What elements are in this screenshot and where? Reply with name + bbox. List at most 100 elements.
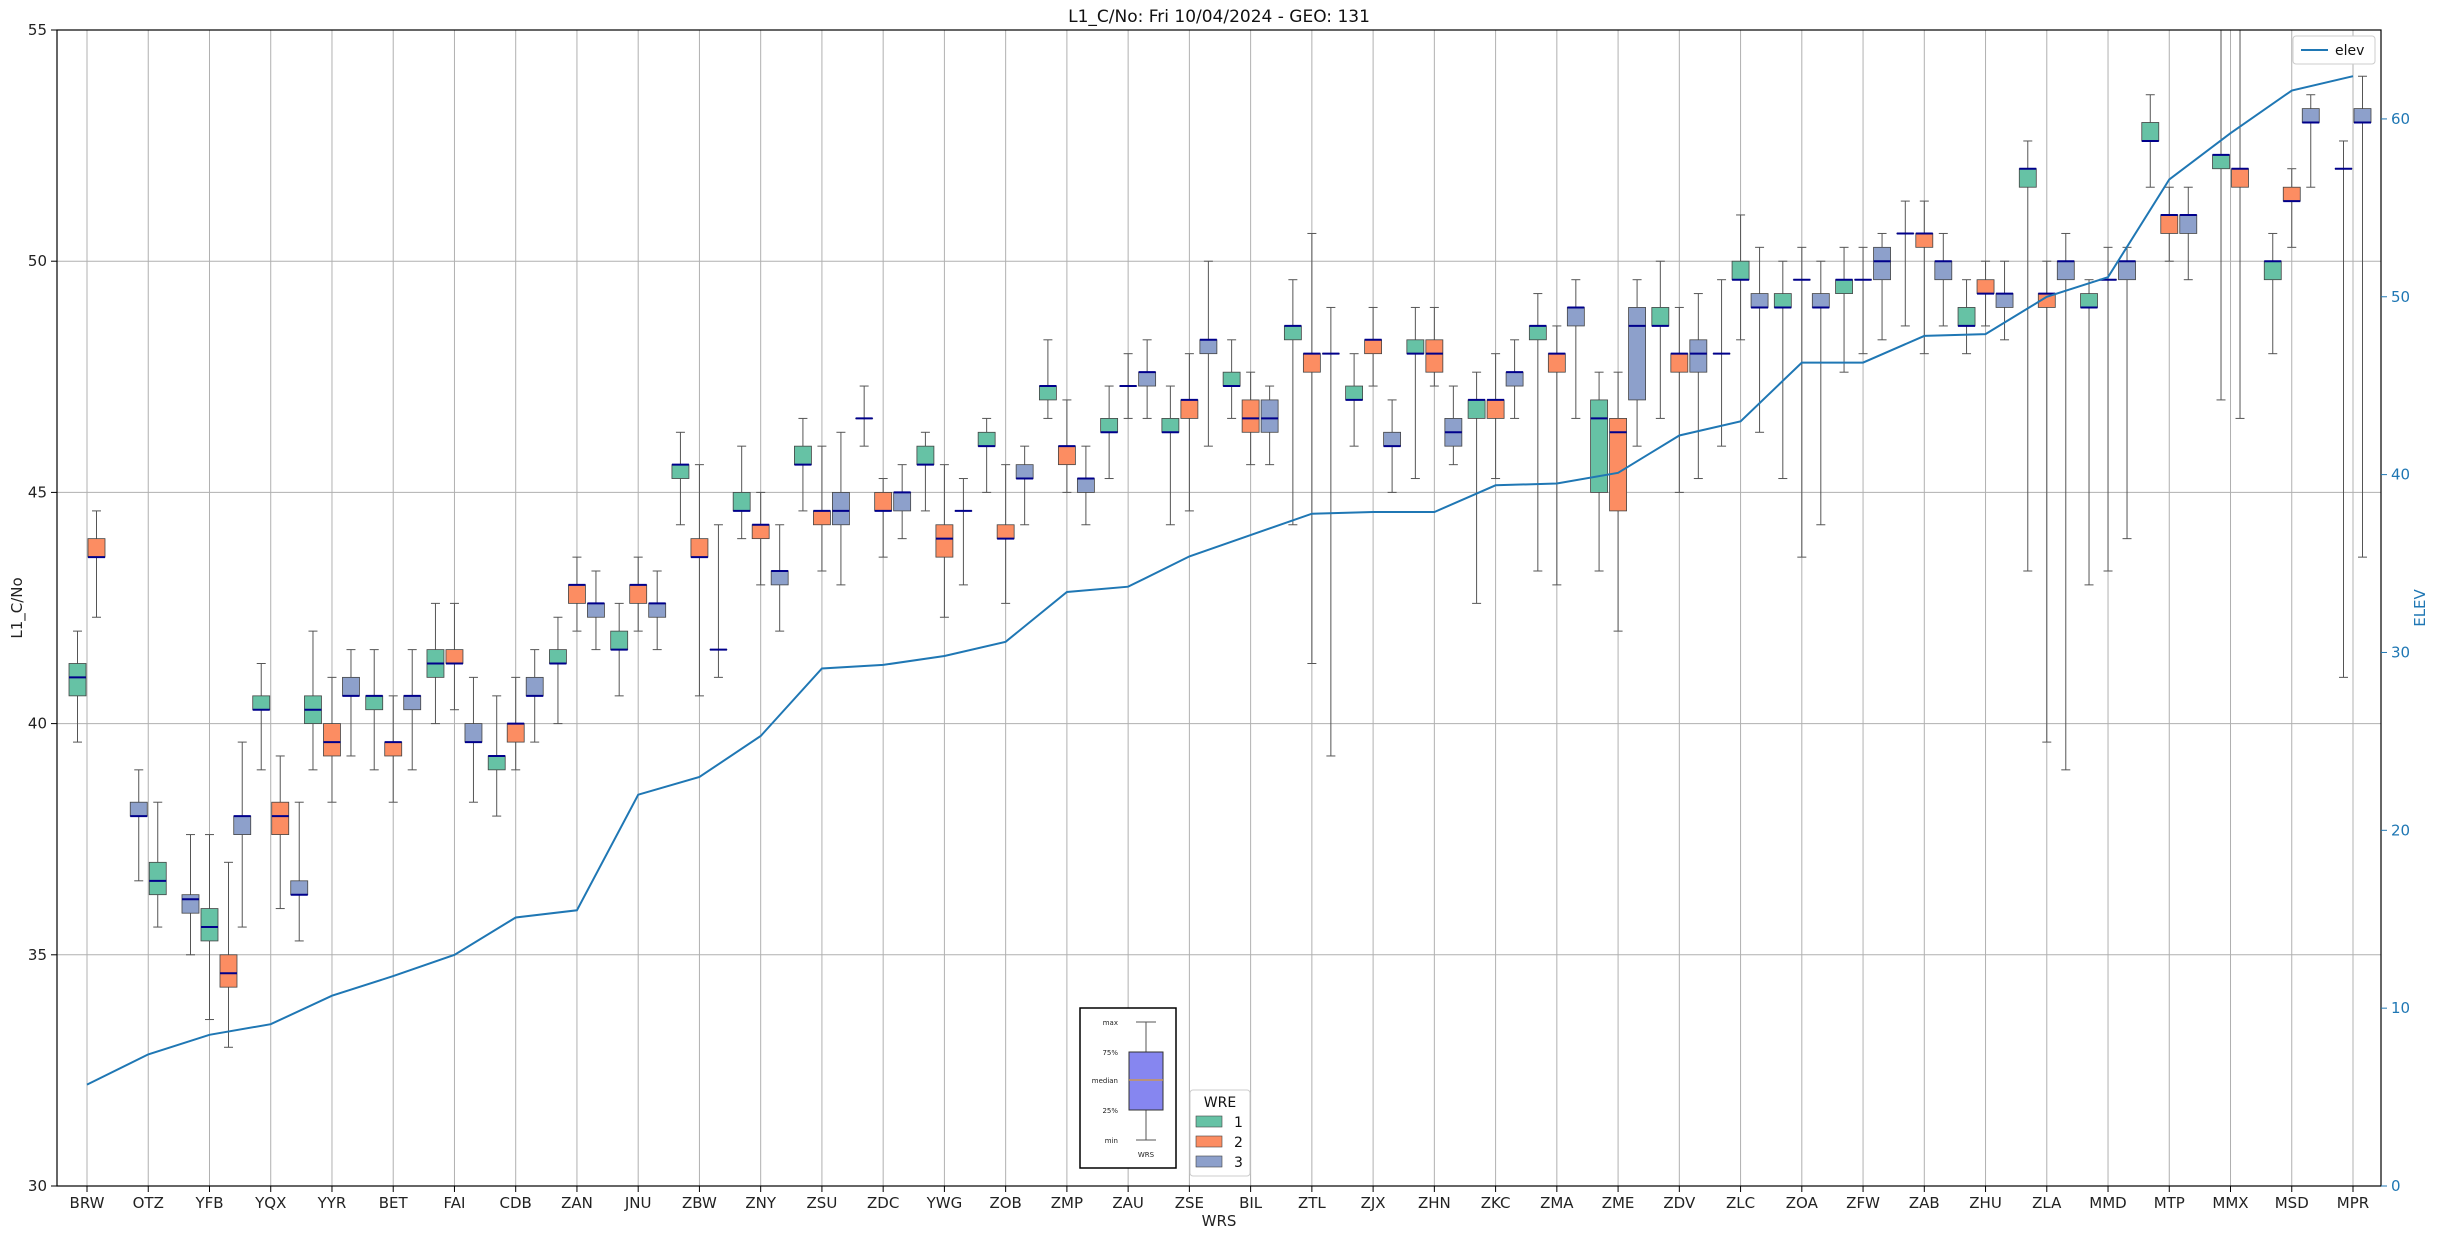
box-rect xyxy=(894,492,911,510)
box-rect xyxy=(794,446,811,464)
box-rect xyxy=(69,663,86,695)
box-rect xyxy=(1690,340,1707,372)
x-tick-label: ZOB xyxy=(989,1194,1021,1212)
x-tick-label: ZHU xyxy=(1969,1194,2002,1212)
x-tick-label: ZBW xyxy=(682,1194,717,1212)
box-rect xyxy=(2283,187,2300,201)
box-rect xyxy=(587,603,604,617)
box-rect xyxy=(465,724,482,742)
box-rect xyxy=(291,881,308,895)
x-axis-title: WRS xyxy=(1202,1212,1237,1230)
wre-legend-label-2: 2 xyxy=(1234,1135,1243,1151)
wre-legend-label-3: 3 xyxy=(1234,1155,1243,1171)
x-tick-label: ZNY xyxy=(745,1194,776,1212)
box-rect xyxy=(182,895,199,913)
box-rect xyxy=(1039,386,1056,400)
box-rect xyxy=(323,724,340,756)
x-tick-label: ZLA xyxy=(2032,1194,2062,1212)
box-rect xyxy=(149,862,166,894)
grid-layer xyxy=(57,30,2381,1186)
box-rect xyxy=(507,724,524,742)
box-rect xyxy=(630,585,647,603)
box-rect xyxy=(1529,326,1546,340)
x-tick-label: ZME xyxy=(1602,1194,1635,1212)
x-tick-label: YWG xyxy=(926,1194,963,1212)
box-rect xyxy=(385,742,402,756)
y-tick-label: 45 xyxy=(28,483,47,501)
box-rect xyxy=(691,539,708,557)
y-tick-label: 40 xyxy=(28,715,47,733)
chart-title: L1_C/No: Fri 10/04/2024 - GEO: 131 xyxy=(1068,7,1370,27)
box-rect xyxy=(342,677,359,695)
x-tick-label: ZTL xyxy=(1298,1194,1326,1212)
box-rect xyxy=(1200,340,1217,354)
x-tick-label: ZFW xyxy=(1846,1194,1880,1212)
box-rect xyxy=(1181,400,1198,418)
box-rect xyxy=(978,432,995,446)
box-rect xyxy=(1384,432,1401,446)
box-legend-x-label: WRS xyxy=(1138,1151,1155,1159)
box-rect xyxy=(568,585,585,603)
box-rect xyxy=(2264,261,2281,279)
x-tick-label: ZJX xyxy=(1361,1194,1386,1212)
x-tick-label: ZSU xyxy=(807,1194,838,1212)
box-rect xyxy=(1751,294,1768,308)
box-rect xyxy=(220,955,237,987)
wre-legend: WRE 1 2 3 xyxy=(1190,1090,1250,1176)
x-tick-label: ZMP xyxy=(1051,1194,1083,1212)
x-tick-label: ZAN xyxy=(561,1194,593,1212)
box-rect xyxy=(1548,354,1565,372)
box-rect xyxy=(1591,400,1608,492)
y2-tick-label: 10 xyxy=(2391,999,2410,1017)
box-rect xyxy=(1774,294,1791,308)
box-rect xyxy=(1284,326,1301,340)
wre-legend-swatch-2 xyxy=(1196,1136,1222,1147)
box-rect xyxy=(130,802,147,816)
box-rect xyxy=(1077,479,1094,493)
box-rect xyxy=(2081,294,2098,308)
x-tick-label: MMX xyxy=(2212,1194,2248,1212)
wre-legend-label-1: 1 xyxy=(1234,1115,1243,1131)
box-rect xyxy=(404,696,421,710)
box-rect xyxy=(1162,418,1179,432)
box-rect xyxy=(1016,465,1033,479)
box-rect xyxy=(752,525,769,539)
box-rect xyxy=(1506,372,1523,386)
box-legend-min-label: min xyxy=(1105,1137,1118,1145)
box-rect xyxy=(813,511,830,525)
box-rect xyxy=(526,677,543,695)
box-legend-inset: max 75% median 25% min WRS xyxy=(1080,1008,1176,1168)
y2-axis-title: ELEV xyxy=(2411,588,2429,626)
y2-tick-label: 50 xyxy=(2391,288,2410,306)
x-tick-label: OTZ xyxy=(133,1194,164,1212)
box-rect xyxy=(549,650,566,664)
box-rect xyxy=(2302,109,2319,123)
box-rect xyxy=(997,525,1014,539)
y2-tick-label: 0 xyxy=(2391,1177,2401,1195)
box-rect xyxy=(672,465,689,479)
box-rect xyxy=(611,631,628,649)
box-rect xyxy=(2213,155,2230,169)
box-rect xyxy=(1223,372,1240,386)
box-rect xyxy=(2180,215,2197,233)
y2-tick-label: 20 xyxy=(2391,821,2410,839)
x-tick-label: ZLC xyxy=(1726,1194,1755,1212)
x-tick-label: ZKC xyxy=(1481,1194,1511,1212)
box-rect xyxy=(1958,307,1975,325)
x-tick-label: ZDV xyxy=(1663,1194,1696,1212)
box-rect xyxy=(1996,294,2013,308)
box-rect xyxy=(2232,169,2249,187)
box-rect xyxy=(1652,307,1669,325)
box-layer xyxy=(69,30,2371,1047)
x-tick-label: BET xyxy=(379,1194,409,1212)
box-rect xyxy=(1139,372,1156,386)
x-tick-label: BRW xyxy=(70,1194,105,1212)
x-tick-label: ZAU xyxy=(1112,1194,1144,1212)
x-tick-label: YYR xyxy=(317,1194,347,1212)
box-rect xyxy=(733,492,750,510)
x-tick-label: MTP xyxy=(2154,1194,2185,1212)
box-rect xyxy=(649,603,666,617)
box-rect xyxy=(1303,354,1320,372)
